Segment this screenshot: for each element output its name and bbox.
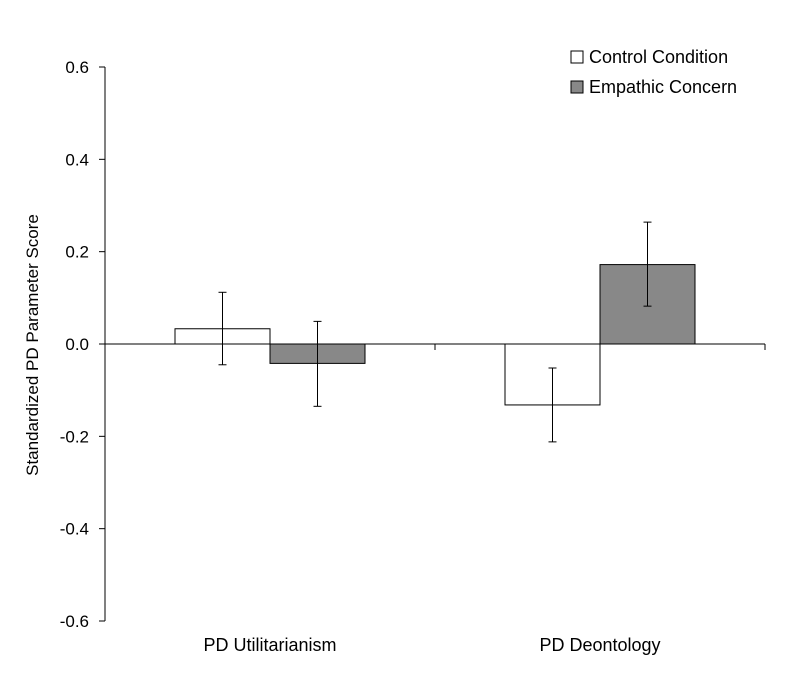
y-axis: 0.6 0.4 0.2 0.0 -0.2 -0.4 -0.6 xyxy=(60,58,106,631)
y-tick-label: -0.4 xyxy=(60,520,89,539)
y-tick-label: 0.2 xyxy=(65,243,89,262)
legend-swatch xyxy=(570,50,584,64)
y-tick-label: 0.0 xyxy=(65,335,89,354)
y-tick-label: 0.6 xyxy=(65,58,89,77)
y-tick-label: -0.6 xyxy=(60,612,89,631)
legend-label: Empathic Concern xyxy=(589,77,737,97)
legend: Control Condition Empathic Concern xyxy=(570,47,737,97)
x-category-label: PD Utilitarianism xyxy=(203,635,336,655)
y-tick-label: -0.2 xyxy=(60,427,89,446)
legend-swatch xyxy=(570,80,584,94)
bars xyxy=(174,264,696,406)
y-axis-label: Standardized PD Parameter Score xyxy=(23,214,42,476)
category-labels: PD Utilitarianism PD Deontology xyxy=(203,635,660,655)
error-bars xyxy=(218,221,652,443)
y-tick-label: 0.4 xyxy=(65,150,89,169)
x-category-label: PD Deontology xyxy=(539,635,660,655)
x-axis xyxy=(104,343,766,350)
legend-label: Control Condition xyxy=(589,47,728,67)
